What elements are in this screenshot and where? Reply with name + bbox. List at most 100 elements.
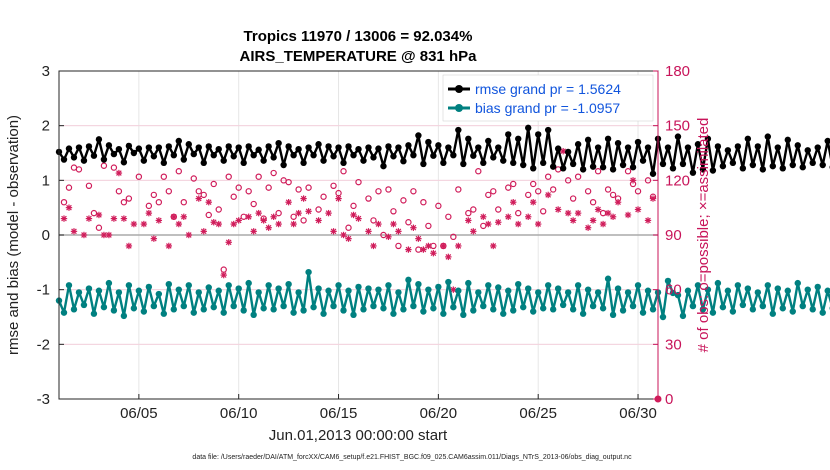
bias-point	[210, 303, 217, 311]
assimilated-obs-point	[495, 219, 502, 226]
bias-point	[420, 308, 427, 315]
bias-point	[554, 285, 562, 292]
rmse-point	[569, 160, 577, 168]
possible-obs-point	[135, 173, 143, 180]
rmse-point	[275, 139, 282, 147]
bias-point	[430, 305, 437, 312]
possible-obs-point	[300, 217, 307, 224]
y-tick-label: 3	[42, 63, 50, 80]
possible-obs-point	[475, 168, 482, 175]
bias-point	[709, 309, 717, 316]
bias-point	[664, 277, 672, 285]
rmse-point	[280, 161, 287, 169]
bias-point	[85, 285, 93, 292]
bias-point	[170, 306, 178, 313]
possible-obs-point	[549, 186, 557, 193]
bias-point	[549, 306, 557, 313]
rmse-series	[55, 124, 830, 177]
bias-point	[525, 285, 532, 292]
rmse-point	[110, 150, 118, 158]
rmse-point	[789, 161, 796, 169]
assimilated-obs-point	[95, 211, 103, 219]
rmse-point	[664, 144, 672, 151]
y2-axis-ticks: 0 30 60 90 120 150 180	[653, 63, 690, 408]
bias-point	[734, 282, 742, 289]
possible-obs-markers	[60, 162, 657, 273]
rmse-point	[809, 159, 816, 167]
rmse-point	[724, 147, 732, 154]
possible-obs-point	[609, 191, 617, 199]
rmse-point	[594, 144, 602, 151]
bias-point	[260, 305, 267, 312]
rmse-point	[85, 143, 93, 150]
assimilated-obs-point	[410, 224, 417, 231]
assimilated-obs-point	[609, 213, 617, 220]
possible-obs-point	[390, 208, 397, 215]
bias-point	[679, 312, 687, 320]
rmse-point	[779, 165, 786, 172]
assimilated-obs-point	[455, 242, 462, 250]
bias-point	[804, 286, 811, 293]
rmse-point	[559, 165, 567, 172]
possible-obs-point	[245, 188, 252, 195]
rmse-point	[500, 157, 507, 164]
bias-point	[694, 282, 702, 289]
assimilated-obs-point	[530, 199, 537, 206]
footer-data-file: data file: /Users/raeder/DAI/ATM_forcXX/…	[192, 454, 632, 461]
assimilated-obs-point	[110, 215, 118, 222]
bias-point	[110, 307, 118, 314]
rmse-point	[769, 162, 777, 170]
rmse-point	[210, 151, 217, 159]
bias-point	[699, 306, 707, 313]
rmse-point	[315, 141, 322, 148]
assimilated-obs-point	[220, 271, 227, 279]
assimilated-obs-point	[375, 220, 382, 228]
possible-obs-point	[195, 188, 202, 195]
rmse-point	[310, 151, 317, 159]
bias-point	[774, 285, 781, 292]
bias-point	[824, 287, 830, 294]
rmse-point	[335, 144, 342, 151]
possible-obs-point	[175, 168, 182, 175]
bias-point	[505, 287, 512, 294]
bias-point	[559, 301, 567, 309]
possible-obs-point	[470, 206, 477, 213]
bias-point	[400, 306, 407, 313]
assimilated-obs-point	[285, 199, 292, 206]
assimilated-obs-point	[589, 217, 597, 224]
assimilated-obs-point	[330, 228, 337, 235]
bias-point	[370, 302, 377, 310]
assimilated-obs-point	[554, 206, 562, 213]
x-tick-label: 06/15	[320, 405, 358, 422]
rmse-point	[744, 135, 752, 142]
possible-obs-point	[160, 173, 168, 180]
possible-obs-point	[355, 178, 362, 186]
rmse-point	[749, 161, 757, 169]
rmse-point	[215, 145, 222, 153]
rmse-point	[734, 143, 742, 150]
bias-point	[130, 305, 138, 312]
bias-point	[75, 289, 83, 296]
assimilated-obs-point	[195, 195, 202, 202]
possible-obs-point	[210, 180, 217, 188]
bias-point	[714, 279, 722, 287]
x-tick-label: 06/30	[619, 405, 657, 422]
rmse-point	[300, 159, 307, 167]
assimilated-obs-point	[205, 199, 212, 206]
bias-point	[719, 303, 727, 311]
bias-point	[779, 305, 786, 312]
assimilated-obs-point	[350, 211, 357, 219]
y2-tick-label: 30	[665, 336, 682, 353]
rmse-point	[305, 144, 312, 151]
bias-point	[160, 310, 168, 317]
rmse-point	[490, 154, 497, 161]
y2-tick-label: 0	[665, 391, 673, 408]
rmse-point	[759, 166, 767, 173]
x-axis-ticks: 06/05 06/10 06/15 06/20 06/25 06/30	[120, 394, 657, 422]
assimilated-obs-point	[515, 220, 522, 228]
bias-point	[624, 289, 632, 296]
assimilated-obs-point	[295, 209, 302, 217]
possible-obs-point	[215, 206, 222, 213]
y2-tick-label: 60	[665, 282, 682, 299]
rmse-point	[100, 156, 108, 163]
